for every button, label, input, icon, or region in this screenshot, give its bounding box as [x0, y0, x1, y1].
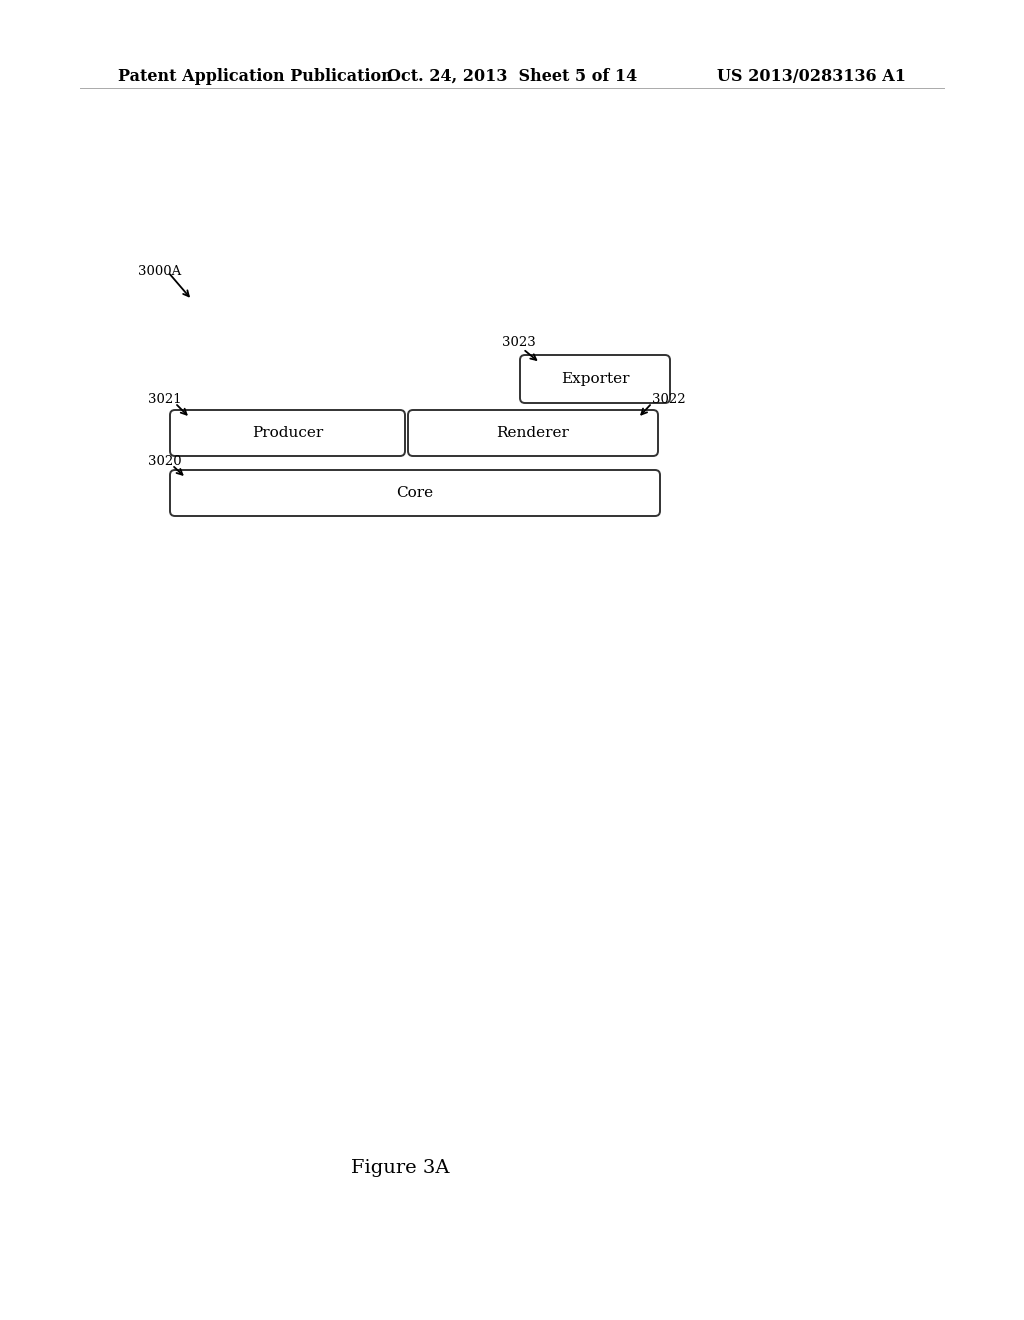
Text: Figure 3A: Figure 3A [351, 1159, 450, 1177]
Text: Producer: Producer [252, 426, 324, 440]
Text: Exporter: Exporter [561, 372, 630, 385]
Text: 3000A: 3000A [138, 265, 181, 279]
FancyBboxPatch shape [520, 355, 670, 403]
Text: Core: Core [396, 486, 433, 500]
Text: Oct. 24, 2013  Sheet 5 of 14: Oct. 24, 2013 Sheet 5 of 14 [387, 69, 637, 84]
FancyBboxPatch shape [170, 470, 660, 516]
Text: 3023: 3023 [502, 337, 536, 348]
Text: 3021: 3021 [148, 393, 181, 407]
FancyBboxPatch shape [170, 411, 406, 455]
Text: 3022: 3022 [652, 393, 686, 407]
Text: Patent Application Publication: Patent Application Publication [118, 69, 393, 84]
Text: 3020: 3020 [148, 455, 181, 469]
Text: US 2013/0283136 A1: US 2013/0283136 A1 [717, 69, 906, 84]
Text: Renderer: Renderer [497, 426, 569, 440]
FancyBboxPatch shape [408, 411, 658, 455]
